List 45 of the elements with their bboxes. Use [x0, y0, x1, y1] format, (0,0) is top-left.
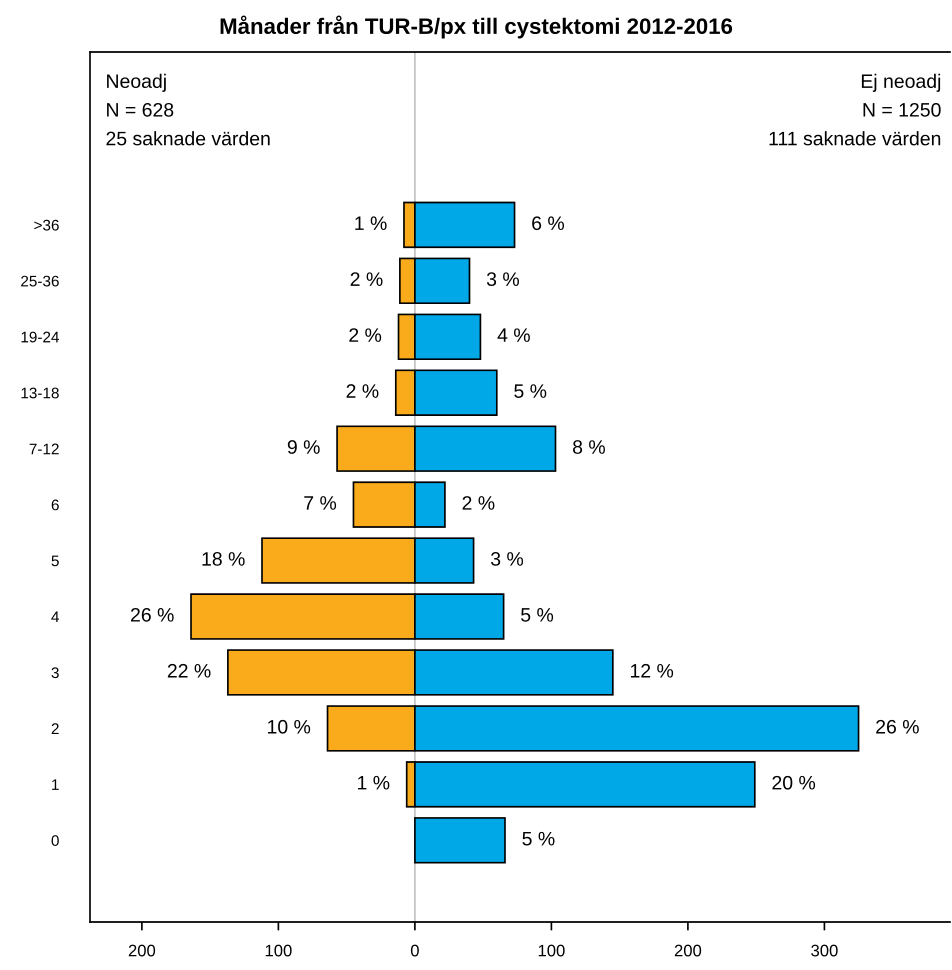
bar [414, 817, 506, 864]
y-tick-label: 19-24 [22, 332, 59, 342]
annotation: 2 % [349, 328, 382, 342]
annotation: 1 % [355, 216, 387, 230]
y-tick-label: 2 [52, 723, 59, 734]
annotation: 20 % [772, 776, 816, 790]
annotation: 6 % [532, 216, 564, 230]
annotation: 26 % [876, 720, 919, 734]
x-tick-label: 200 [674, 944, 702, 956]
annotation: 1 % [358, 776, 390, 790]
y-tick-label: 13-18 [22, 388, 59, 398]
annotation: 5 % [514, 384, 546, 398]
y-tick-label: 25-36 [21, 276, 59, 287]
y-tick-label: 1 [52, 779, 59, 790]
y-tick-label: 6 [52, 499, 59, 510]
y-tick-label: 5 [52, 556, 59, 566]
x-tick-label: 100 [538, 944, 565, 956]
annotation: 2 % [350, 272, 383, 286]
x-tick-label: 300 [811, 944, 838, 956]
annotation: 2 % [462, 496, 494, 510]
annotation: 18 % [202, 552, 245, 566]
annotation: 5 % [521, 608, 554, 622]
annotation: 4 % [498, 328, 530, 342]
annotation: 5 % [522, 832, 554, 846]
y-tick-label: 7-12 [30, 444, 59, 454]
annotation: 12 % [630, 664, 674, 678]
y-tick-label: >36 [34, 220, 59, 231]
x-tick-label: 100 [266, 944, 292, 956]
y-tick-label: 3 [52, 667, 59, 678]
y-tick-label: 4 [51, 612, 59, 622]
chart-title: Månader från TUR-B/px till cystektomi 2012-2016 [220, 16, 732, 38]
annotation: 2 % [346, 384, 378, 398]
annotation: 3 % [486, 272, 519, 286]
annotation: 10 % [268, 720, 310, 734]
annotation: 9 % [288, 440, 320, 454]
text: Ej neoadj N = 1250 111 saknade värden [770, 74, 941, 146]
text: Neoadj N = 628 25 saknade värden [106, 74, 270, 146]
annotation: 22 % [168, 664, 211, 678]
annotation: 8 % [573, 440, 605, 454]
annotation: 7 % [304, 496, 336, 510]
annotation: 3 % [490, 552, 524, 566]
annotation: 26 % [131, 608, 174, 622]
y-tick-label: 0 [52, 835, 59, 846]
x-tick-label: 200 [128, 944, 156, 956]
x-tick-label: 0 [410, 944, 419, 956]
